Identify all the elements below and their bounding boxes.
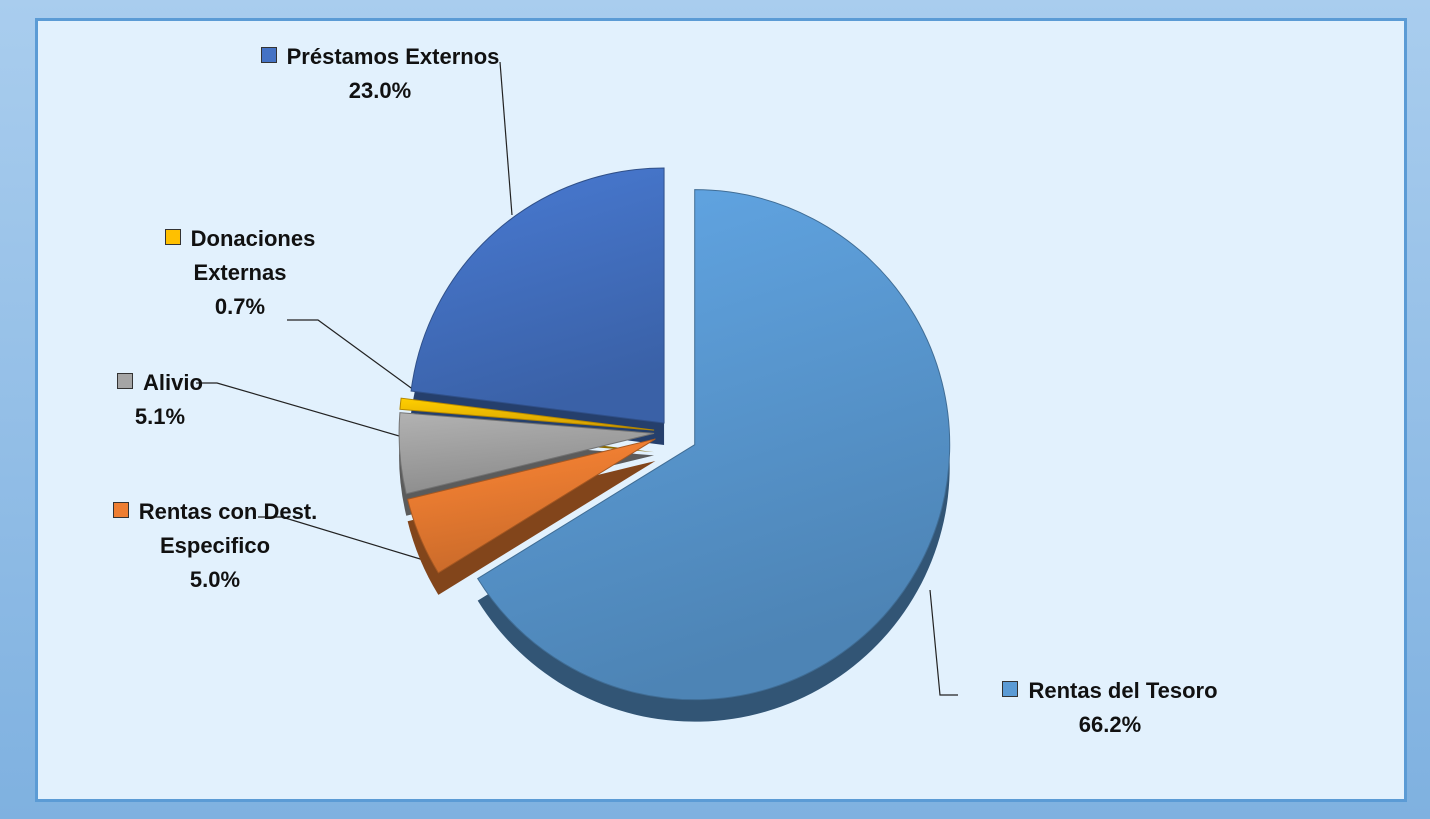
slice [399,397,655,431]
data-label: Donaciones Externas 0.7% [140,222,340,324]
legend-swatch [117,373,134,389]
value-label: 5.1% [134,404,186,429]
slice [477,189,951,701]
category-label: Rentas con Dest. Especifico [138,499,318,558]
value-label: 0.7% [214,294,266,319]
slice [410,167,665,424]
legend-swatch [112,502,129,518]
legend-swatch [260,47,277,63]
data-label: Rentas del Tesoro 66.2% [960,674,1260,742]
legend-swatch [1002,681,1019,697]
data-label: Préstamos Externos 23.0% [200,40,560,108]
category-label: Préstamos Externos [286,44,500,69]
legend-swatch [164,229,181,245]
slice-side [407,460,656,595]
category-label: Rentas del Tesoro [1028,678,1218,703]
data-label: Rentas con Dest. Especifico 5.0% [80,495,350,597]
value-label: 5.0% [189,567,241,592]
data-label: Alivio 5.1% [60,366,260,434]
category-label: Alivio [143,370,203,395]
slice [398,412,655,495]
value-label: 23.0% [348,78,412,103]
value-label: 66.2% [1078,712,1142,737]
category-label: Donaciones Externas [190,226,316,285]
leader-lines [196,61,958,696]
slice [407,438,656,574]
